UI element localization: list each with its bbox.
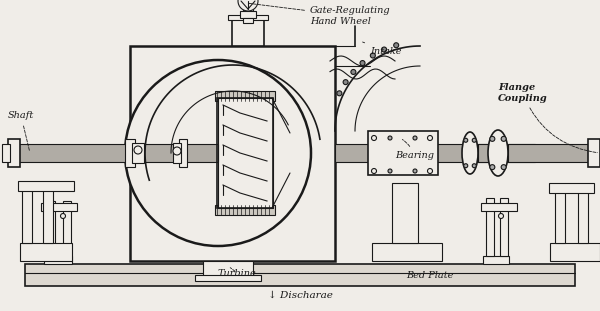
Bar xyxy=(588,139,600,167)
Bar xyxy=(2,144,10,162)
Circle shape xyxy=(337,91,342,96)
Circle shape xyxy=(382,47,386,52)
Circle shape xyxy=(173,147,181,155)
Bar xyxy=(22,185,32,243)
Bar xyxy=(500,198,508,256)
Bar xyxy=(550,243,600,261)
Bar xyxy=(578,188,588,243)
Text: Gate-Regulating
Hand Wheel: Gate-Regulating Hand Wheel xyxy=(249,3,391,26)
Circle shape xyxy=(413,169,417,173)
Circle shape xyxy=(499,213,503,219)
Bar xyxy=(232,16,264,46)
Ellipse shape xyxy=(488,130,508,176)
Bar xyxy=(240,11,256,18)
Bar xyxy=(555,188,565,243)
Circle shape xyxy=(371,169,377,174)
Bar xyxy=(508,144,588,162)
Circle shape xyxy=(490,136,495,142)
Bar xyxy=(335,144,535,162)
Bar xyxy=(243,3,253,11)
Bar xyxy=(8,139,20,167)
Circle shape xyxy=(472,164,476,168)
Circle shape xyxy=(370,53,376,58)
Circle shape xyxy=(427,136,433,141)
Bar xyxy=(10,144,130,162)
Bar xyxy=(243,18,253,23)
Circle shape xyxy=(61,213,65,219)
Circle shape xyxy=(388,136,392,140)
Circle shape xyxy=(490,165,495,169)
Bar xyxy=(392,183,418,243)
Bar xyxy=(130,46,335,261)
Circle shape xyxy=(388,169,392,173)
Text: Bed Plate: Bed Plate xyxy=(406,272,454,281)
Bar xyxy=(486,198,494,256)
Circle shape xyxy=(360,61,365,66)
Text: Bearing: Bearing xyxy=(395,139,434,160)
Bar xyxy=(215,91,275,101)
Circle shape xyxy=(472,138,476,142)
Bar xyxy=(228,15,268,20)
Bar xyxy=(217,98,273,208)
Circle shape xyxy=(125,60,311,246)
Text: Turbine: Turbine xyxy=(218,268,257,277)
Circle shape xyxy=(394,43,398,48)
Bar xyxy=(173,143,181,163)
Bar xyxy=(372,243,442,261)
Bar xyxy=(125,139,135,167)
Text: ↓ Discharae: ↓ Discharae xyxy=(268,290,332,299)
Bar xyxy=(25,264,575,286)
Bar xyxy=(483,256,509,264)
Circle shape xyxy=(501,165,506,169)
Circle shape xyxy=(238,0,258,11)
Bar xyxy=(481,203,517,211)
Circle shape xyxy=(464,138,468,142)
Circle shape xyxy=(413,136,417,140)
Bar xyxy=(43,185,53,243)
Bar xyxy=(368,131,438,175)
Circle shape xyxy=(427,169,433,174)
Text: Intake: Intake xyxy=(362,42,401,55)
Text: Shaft: Shaft xyxy=(8,112,34,150)
Circle shape xyxy=(351,69,356,74)
Bar xyxy=(549,183,594,193)
Bar xyxy=(132,143,144,163)
Bar xyxy=(478,144,498,162)
Circle shape xyxy=(501,136,506,142)
Circle shape xyxy=(371,136,377,141)
Circle shape xyxy=(343,80,348,85)
Circle shape xyxy=(134,146,142,154)
Bar xyxy=(215,205,275,215)
Bar xyxy=(41,203,77,211)
Bar xyxy=(144,144,218,162)
Bar xyxy=(18,181,74,191)
Circle shape xyxy=(464,164,468,168)
Bar xyxy=(44,256,72,264)
Bar xyxy=(195,275,261,281)
Bar xyxy=(218,98,273,208)
Text: Flange
Coupling: Flange Coupling xyxy=(498,83,597,153)
Bar xyxy=(203,261,253,277)
Bar xyxy=(63,201,71,256)
Ellipse shape xyxy=(462,132,478,174)
Bar xyxy=(20,243,72,261)
Bar xyxy=(179,139,187,167)
Bar xyxy=(47,201,55,256)
